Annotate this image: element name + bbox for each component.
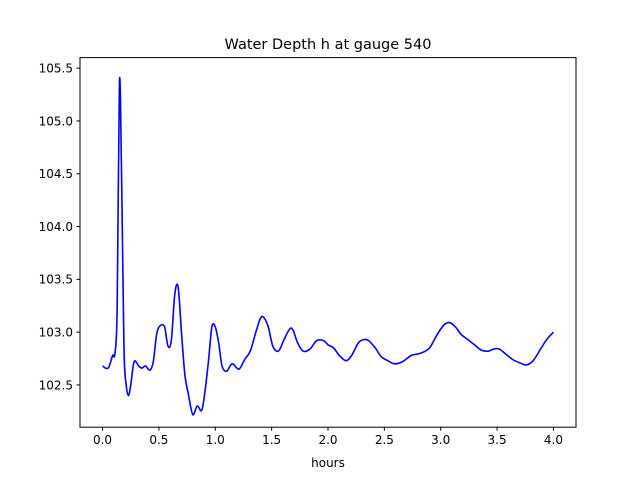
x-tick-label: 0.5 <box>149 433 168 447</box>
plot-area <box>102 76 555 416</box>
axis-ticks: 0.0 0.5 1.0 1.5 2.0 2.5 3.0 3.5 4.0 102.5 103.0 103… <box>39 61 563 447</box>
y-tick-label: 104.5 <box>39 167 73 181</box>
series-line-h <box>102 76 555 416</box>
x-tick-label: 0.0 <box>93 433 112 447</box>
x-tick-label: 3.0 <box>431 433 450 447</box>
x-tick-label: 4.0 <box>544 433 563 447</box>
y-tick-label: 105.0 <box>39 114 73 128</box>
x-tick-label: 1.5 <box>262 433 281 447</box>
y-tick-label: 103.0 <box>39 325 73 339</box>
x-tick-label: 2.5 <box>375 433 394 447</box>
x-axis-label: hours <box>311 456 345 470</box>
y-tick-label: 105.5 <box>39 61 73 75</box>
axes-frame <box>79 57 577 428</box>
x-tick-label: 2.0 <box>318 433 337 447</box>
y-tick-label: 103.5 <box>39 273 73 287</box>
x-tick-label: 3.5 <box>488 433 507 447</box>
chart-title: Water Depth h at gauge 540 <box>225 37 432 53</box>
x-tick-label: 1.0 <box>206 433 225 447</box>
y-tick-label: 102.5 <box>39 378 73 392</box>
y-tick-label: 104.0 <box>39 220 73 234</box>
